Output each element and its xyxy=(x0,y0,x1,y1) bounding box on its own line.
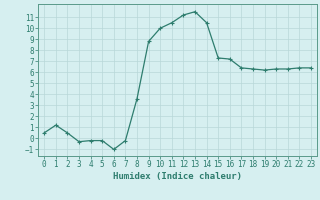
X-axis label: Humidex (Indice chaleur): Humidex (Indice chaleur) xyxy=(113,172,242,181)
